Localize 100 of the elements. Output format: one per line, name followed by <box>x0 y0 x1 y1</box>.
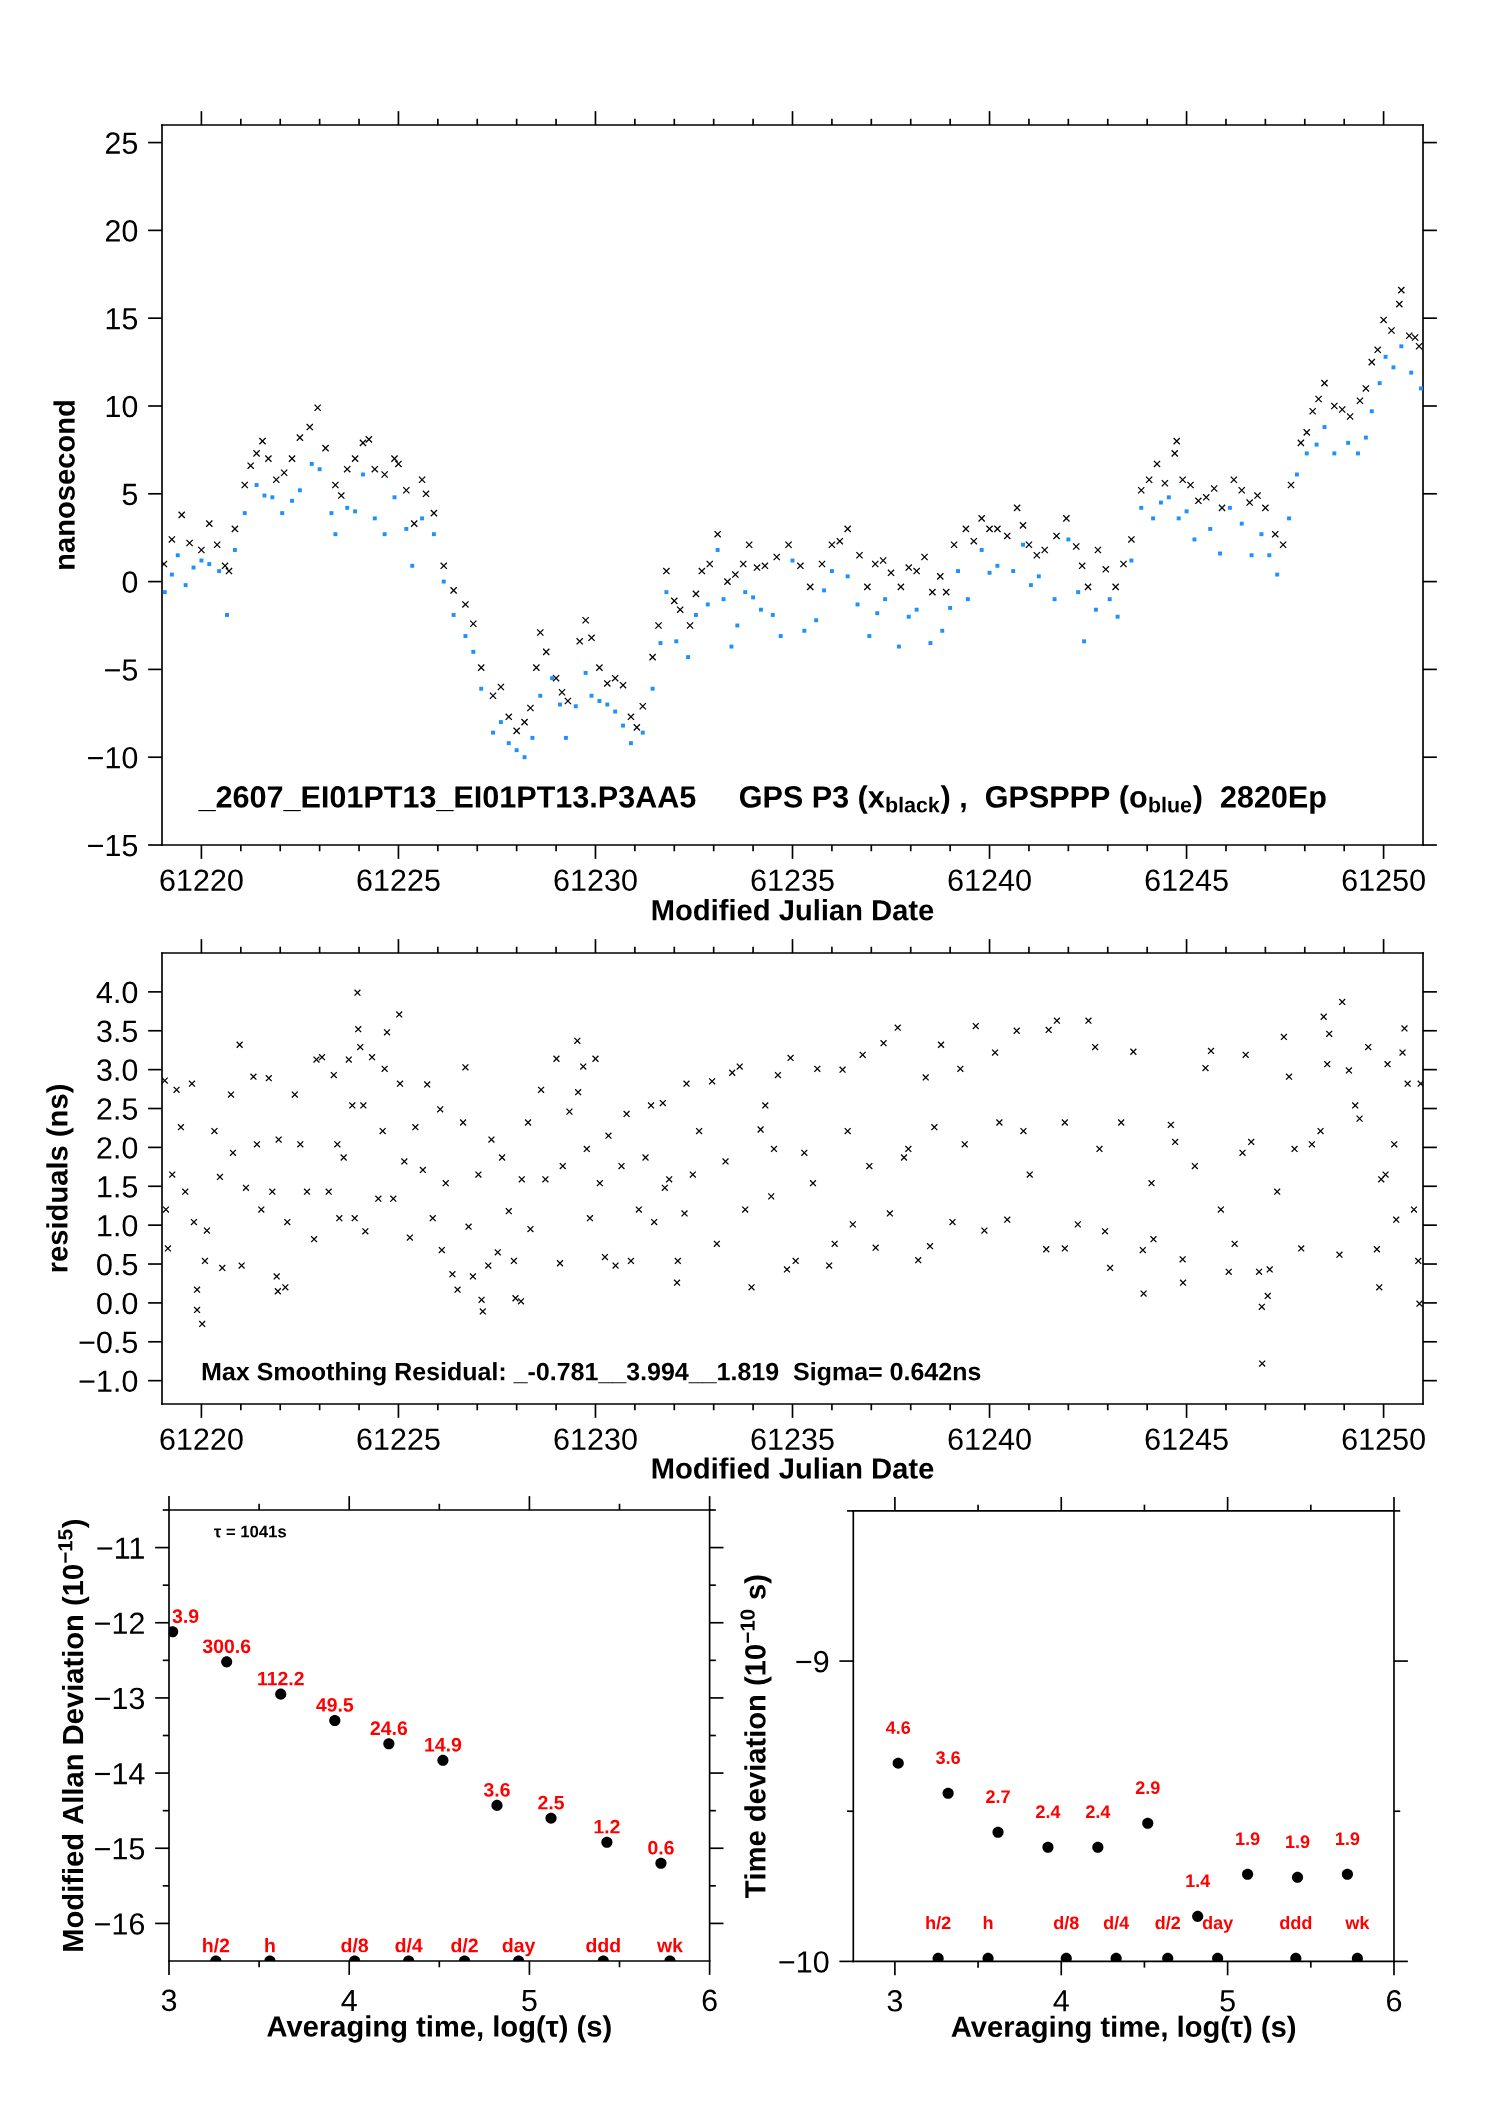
x-tick-label: 61245 <box>1145 1428 1228 1451</box>
annotation: h/2 <box>926 1915 951 1930</box>
y-tick-label: 3.0 <box>97 1059 138 1082</box>
annotation: d/2 <box>451 1938 478 1953</box>
annotation: 2.5 <box>538 1795 565 1810</box>
x-tick-label: 61220 <box>160 1428 243 1451</box>
x-tick-label: 61250 <box>1342 869 1425 892</box>
point <box>169 1626 179 1638</box>
y-tick-label: 0.5 <box>97 1253 138 1276</box>
annotation: 1.9 <box>1286 1835 1310 1849</box>
annotation: 3.6 <box>483 1782 510 1797</box>
annotation: 0.6 <box>648 1840 674 1855</box>
x-tick-label: 4 <box>341 1989 357 2011</box>
point <box>1110 1952 1122 1962</box>
annotation: 2.9 <box>1135 1781 1160 1795</box>
annotation: τ = 1041s <box>214 1525 286 1538</box>
point <box>1290 1952 1302 1962</box>
annotation: 49.5 <box>316 1698 354 1712</box>
y-tick-label: −13 <box>95 1687 145 1710</box>
annotation: d/2 <box>1155 1915 1181 1930</box>
point <box>1291 1871 1304 1883</box>
y-tick-label: −16 <box>95 1913 145 1935</box>
y-tick-label: 25 <box>105 132 138 154</box>
y-tick-label: −14 <box>95 1763 145 1785</box>
point <box>383 1738 395 1750</box>
annotation: d/4 <box>395 1938 423 1953</box>
annotation: wk <box>1345 1915 1370 1930</box>
x-tick-label: 61245 <box>1145 869 1228 892</box>
point <box>601 1836 613 1848</box>
point <box>1142 1817 1154 1829</box>
x-tick-label: 3 <box>161 1989 177 2012</box>
annotation: 300.6 <box>202 1639 251 1654</box>
annotation: d/8 <box>1053 1915 1079 1930</box>
point <box>1092 1841 1104 1853</box>
x-axis-title: Averaging time, log(τ) (s) <box>951 2015 1296 2043</box>
annotation: 24.6 <box>370 1721 408 1736</box>
x-tick-label: 61220 <box>160 869 243 892</box>
y-axis-title: nanosecond <box>53 401 75 569</box>
point <box>655 1857 667 1869</box>
point <box>221 1656 233 1668</box>
y-tick-label: 1.0 <box>98 1214 138 1237</box>
point <box>275 1688 287 1700</box>
annotation: 1.2 <box>594 1819 620 1834</box>
x-tick-label: 61235 <box>751 869 834 892</box>
annotation: 3.6 <box>935 1751 961 1765</box>
y-tick-label: −15 <box>88 835 138 857</box>
y-tick-label: 20 <box>105 220 138 242</box>
annotation: 2.7 <box>986 1790 1010 1803</box>
x-tick-label: 61240 <box>948 1428 1031 1451</box>
annotation: 1.4 <box>1186 1874 1211 1887</box>
point <box>982 1952 994 1962</box>
y-tick-label: −15 <box>95 1838 145 1860</box>
x-tick-label: 5 <box>522 1989 537 2012</box>
x-axis-title: Modified Julian Date <box>652 899 934 921</box>
y-tick-label: −9 <box>796 1650 829 1673</box>
annotation: 4.6 <box>885 1721 911 1734</box>
x-tick-label: 61230 <box>554 1428 637 1451</box>
y-tick-label: 1.5 <box>98 1176 138 1198</box>
annotation: 1.9 <box>1335 1832 1360 1846</box>
x-tick-label: 61250 <box>1342 1428 1425 1451</box>
y-axis-title: residuals (ns) <box>46 1085 74 1272</box>
y-tick-label: 0 <box>122 571 138 593</box>
annotation: Max Smoothing Residual: _-0.781__3.994__1.819 Sigma= 0.642ns <box>202 1362 981 1386</box>
annotation: wk <box>656 1938 683 1953</box>
y-tick-label: −0.5 <box>79 1331 138 1354</box>
y-tick-label: −10 <box>779 1951 829 1973</box>
annotation: _2607_EI01PT13_EI01PT13.P3AA5 GPS P3 (x$_{black}$) , GPSPPP (o$_{blue}$) 2820Ep <box>198 785 1326 814</box>
annotation: 1.9 <box>1236 1832 1260 1846</box>
point <box>491 1799 503 1811</box>
x-tick-label: 6 <box>702 1989 717 2012</box>
y-tick-label: 0.0 <box>97 1292 138 1315</box>
x-tick-label: 5 <box>1220 1990 1235 2012</box>
annotation: day <box>502 1938 536 1957</box>
point <box>1242 1868 1254 1880</box>
annotation: 2.4 <box>1036 1805 1061 1818</box>
y-axis-title: Modified Allan Deviation (10$^{−15}$) <box>58 1519 90 1951</box>
point <box>1162 1952 1174 1962</box>
y-tick-label: 5 <box>122 483 138 506</box>
annotation: d/8 <box>341 1938 369 1953</box>
point <box>1060 1952 1072 1962</box>
annotation: ddd <box>1280 1915 1312 1930</box>
point <box>545 1812 557 1824</box>
y-axis-title: Time deviation (10$^{−10}$ s) <box>740 1575 772 1898</box>
x-tick-label: 4 <box>1053 1990 1069 2012</box>
x-axis-title: Averaging time, log(τ) (s) <box>267 2015 611 2043</box>
y-tick-label: −12 <box>95 1612 144 1634</box>
point <box>1212 1952 1224 1962</box>
y-tick-label: −11 <box>97 1537 144 1559</box>
y-tick-label: 15 <box>106 308 138 330</box>
point <box>329 1714 341 1727</box>
x-tick-label: 3 <box>887 1989 903 2012</box>
point <box>942 1787 954 1799</box>
y-tick-label: 10 <box>106 395 138 418</box>
point <box>437 1754 449 1766</box>
annotation: 2.4 <box>1085 1805 1111 1818</box>
y-tick-label: 2.5 <box>97 1098 138 1120</box>
point <box>1192 1910 1204 1922</box>
x-tick-label: 61225 <box>357 1428 440 1451</box>
x-tick-label: 61240 <box>948 869 1031 892</box>
annotation: h <box>265 1938 275 1953</box>
